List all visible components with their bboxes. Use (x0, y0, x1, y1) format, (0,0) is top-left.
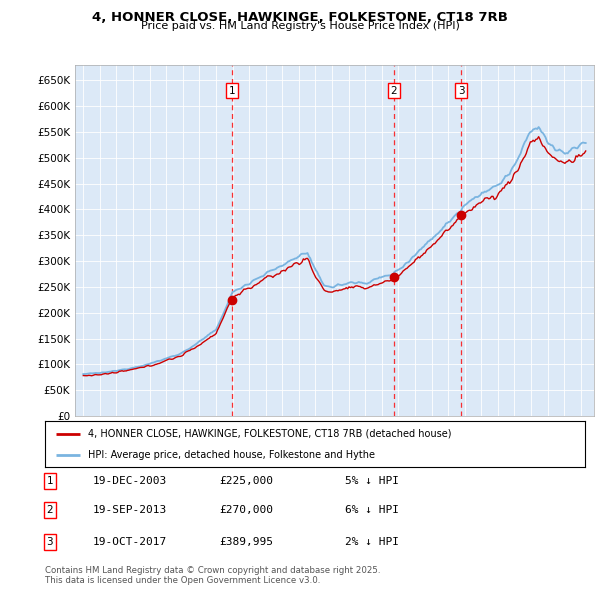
Text: Price paid vs. HM Land Registry's House Price Index (HPI): Price paid vs. HM Land Registry's House … (140, 21, 460, 31)
Text: 3: 3 (46, 537, 53, 546)
Text: £389,995: £389,995 (219, 537, 273, 546)
Text: Contains HM Land Registry data © Crown copyright and database right 2025.
This d: Contains HM Land Registry data © Crown c… (45, 566, 380, 585)
Text: 19-DEC-2003: 19-DEC-2003 (93, 476, 167, 486)
Text: HPI: Average price, detached house, Folkestone and Hythe: HPI: Average price, detached house, Folk… (88, 450, 375, 460)
Text: £270,000: £270,000 (219, 506, 273, 515)
Text: 2: 2 (46, 506, 53, 515)
Text: 4, HONNER CLOSE, HAWKINGE, FOLKESTONE, CT18 7RB (detached house): 4, HONNER CLOSE, HAWKINGE, FOLKESTONE, C… (88, 429, 452, 439)
Text: 4, HONNER CLOSE, HAWKINGE, FOLKESTONE, CT18 7RB: 4, HONNER CLOSE, HAWKINGE, FOLKESTONE, C… (92, 11, 508, 24)
Text: 19-SEP-2013: 19-SEP-2013 (93, 506, 167, 515)
Text: 3: 3 (458, 86, 464, 96)
Text: £225,000: £225,000 (219, 476, 273, 486)
Text: 2: 2 (391, 86, 397, 96)
Text: 19-OCT-2017: 19-OCT-2017 (93, 537, 167, 546)
Text: 1: 1 (46, 476, 53, 486)
Text: 5% ↓ HPI: 5% ↓ HPI (345, 476, 399, 486)
Text: 1: 1 (229, 86, 235, 96)
Text: 2% ↓ HPI: 2% ↓ HPI (345, 537, 399, 546)
Text: 6% ↓ HPI: 6% ↓ HPI (345, 506, 399, 515)
